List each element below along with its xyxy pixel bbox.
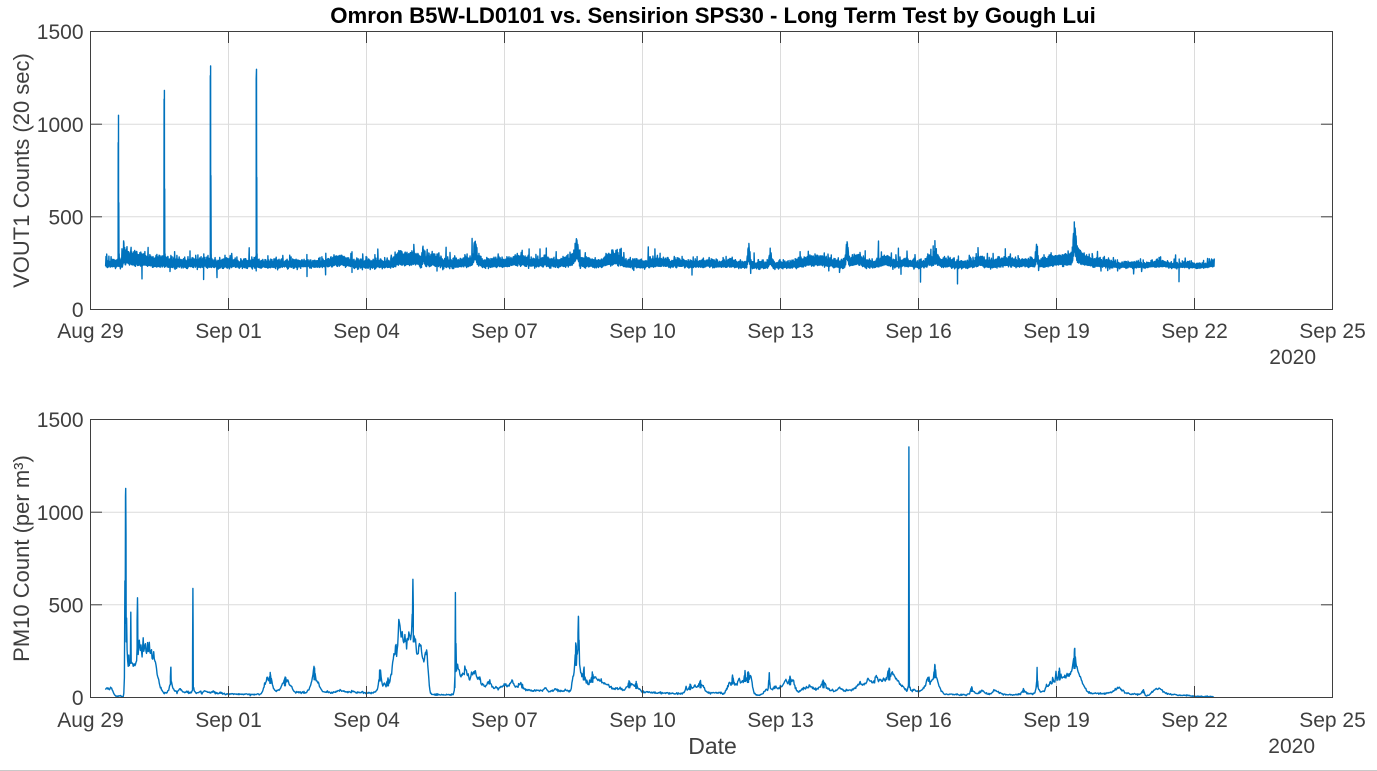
svg-text:Sep 16: Sep 16	[885, 320, 952, 343]
svg-text:PM10 Count (per m³): PM10 Count (per m³)	[9, 455, 34, 662]
svg-text:Sep 13: Sep 13	[747, 709, 814, 732]
svg-text:Sep 07: Sep 07	[471, 320, 538, 343]
svg-text:Date: Date	[688, 733, 737, 759]
svg-text:1500: 1500	[37, 21, 84, 44]
svg-text:Sep 04: Sep 04	[333, 709, 400, 732]
svg-text:1000: 1000	[37, 114, 84, 137]
svg-text:1000: 1000	[37, 502, 84, 525]
svg-text:Sep 13: Sep 13	[747, 320, 814, 343]
svg-text:Sep 19: Sep 19	[1023, 709, 1090, 732]
svg-text:500: 500	[48, 594, 83, 617]
svg-text:Sep 01: Sep 01	[195, 320, 262, 343]
svg-text:Sep 22: Sep 22	[1161, 709, 1228, 732]
svg-text:0: 0	[72, 299, 84, 322]
svg-text:Sep 22: Sep 22	[1161, 320, 1228, 343]
svg-text:Sep 10: Sep 10	[609, 709, 676, 732]
svg-text:Sep 19: Sep 19	[1023, 320, 1090, 343]
svg-text:Sep 01: Sep 01	[195, 709, 262, 732]
svg-text:Sep 04: Sep 04	[333, 320, 400, 343]
svg-text:Aug 29: Aug 29	[57, 709, 124, 732]
svg-text:2020: 2020	[1268, 735, 1315, 758]
svg-text:Sep 25: Sep 25	[1299, 709, 1366, 732]
svg-text:Sep 10: Sep 10	[609, 320, 676, 343]
svg-text:VOUT1 Counts (20 sec): VOUT1 Counts (20 sec)	[9, 53, 34, 288]
svg-text:500: 500	[48, 206, 83, 229]
svg-text:Omron B5W-LD0101 vs. Sensirion: Omron B5W-LD0101 vs. Sensirion SPS30 - L…	[330, 3, 1096, 28]
svg-text:Sep 16: Sep 16	[885, 709, 952, 732]
svg-text:1500: 1500	[37, 409, 84, 432]
svg-text:0: 0	[72, 687, 84, 710]
svg-text:Sep 25: Sep 25	[1299, 320, 1366, 343]
svg-text:2020: 2020	[1269, 346, 1316, 369]
svg-text:Sep 07: Sep 07	[471, 709, 538, 732]
svg-text:Aug 29: Aug 29	[57, 320, 124, 343]
